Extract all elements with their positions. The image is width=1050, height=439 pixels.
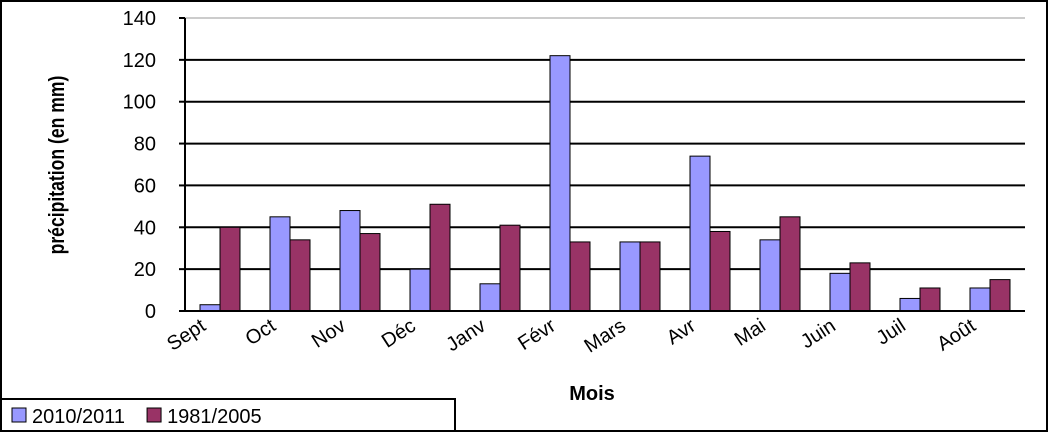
bar [899,297,921,312]
legend-label: 1981/2005 [167,406,262,428]
y-tick-label: 100 [123,92,156,114]
y-tick-label: 20 [134,259,156,281]
bar [849,262,871,312]
bar [709,230,731,312]
bar [689,155,711,312]
bar [759,239,781,312]
legend-swatch [11,407,27,423]
y-tick-label: 140 [123,8,156,30]
y-tick-label: 0 [145,301,156,323]
x-axis-label: Mois [569,383,615,405]
y-tick-label: 40 [134,217,156,239]
bar [619,241,641,312]
bar [569,241,591,312]
bar [639,241,661,312]
bar [339,210,361,312]
bar [429,203,451,312]
bar [289,239,311,312]
bar [779,216,801,312]
y-tick-label: 80 [134,134,156,156]
bar [989,279,1011,312]
y-tick-label: 60 [134,175,156,197]
bar [359,233,381,312]
bar [969,287,991,312]
legend-swatch [146,407,162,423]
legend-box [0,398,456,432]
bar [829,272,851,312]
legend-label: 2010/2011 [32,406,125,428]
bar [499,224,521,312]
y-tick-label: 120 [123,50,156,72]
bar [919,287,941,312]
bar [409,268,431,312]
bar [479,283,501,312]
bar [549,55,571,312]
y-axis-label: précipitation (en mm) [45,76,69,255]
bar [219,226,241,312]
bar [269,216,291,312]
